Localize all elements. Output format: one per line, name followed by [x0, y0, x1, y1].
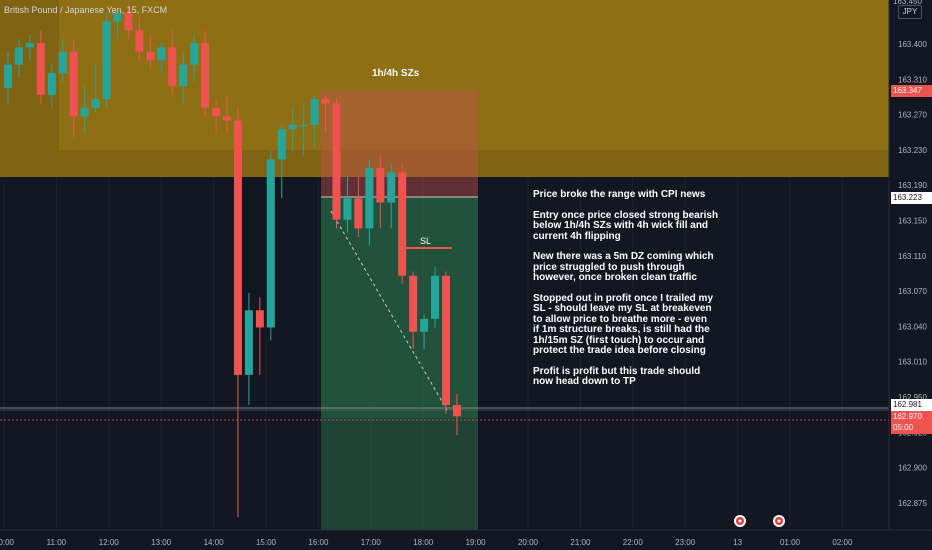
candle-body — [69, 51, 78, 117]
candle-body — [223, 116, 231, 121]
candle-body — [47, 73, 56, 95]
time-tick-label: 13 — [733, 538, 742, 547]
price-label-low-mark: 162.981 — [891, 399, 932, 411]
event-marker-icon[interactable] — [773, 515, 785, 527]
candle-body — [201, 43, 210, 108]
price-tick-label: 163.010 — [898, 358, 927, 367]
time-tick-label: 15:00 — [256, 538, 277, 547]
candle-body — [387, 172, 396, 203]
candle-body — [36, 43, 45, 95]
candle-body — [376, 168, 385, 203]
candle-body — [91, 99, 100, 108]
candle-body — [266, 159, 275, 328]
candle-body — [409, 275, 418, 332]
candle-body — [135, 30, 144, 52]
symbol-title[interactable]: British Pound / Japanese Yen, 15, FXCM — [4, 5, 168, 15]
candle-body — [255, 310, 264, 328]
time-tick-label: 10:00 — [0, 538, 15, 547]
candle-body — [442, 275, 450, 406]
price-tick-label: 163.110 — [898, 252, 927, 261]
event-marker-icon[interactable] — [734, 515, 746, 527]
candle-body — [14, 47, 23, 65]
candle-body — [288, 124, 297, 130]
candle-body — [310, 99, 319, 125]
time-tick-label: 16:00 — [308, 538, 329, 547]
candle-body — [332, 103, 341, 220]
price-axis-ticks: 163.400 163.310 163.270 163.230 163.190 163.1… — [898, 40, 927, 543]
price-label-zone-top: 163.347 — [891, 85, 932, 97]
candles-group — [4, 4, 461, 518]
note-paragraph: New there was a 5m DZ coming which price… — [533, 251, 714, 284]
currency-badge[interactable]: JPY — [898, 5, 922, 19]
sl-label: SL — [420, 236, 432, 246]
candle-body — [354, 198, 363, 229]
trade-notes: Price broke the range with CPI news Entr… — [533, 189, 733, 398]
time-tick-label: 12:00 — [99, 538, 120, 547]
candle-body — [321, 99, 330, 104]
candle-body — [398, 172, 407, 276]
candle-body — [244, 310, 253, 375]
price-tick-label: 163.310 — [898, 75, 927, 84]
time-tick-label: 23:00 — [675, 538, 696, 547]
candle-body — [146, 51, 155, 61]
note-paragraph: Price broke the range with CPI news — [533, 189, 706, 200]
candle-body — [179, 64, 188, 87]
candle-body — [420, 318, 429, 332]
price-label-countdown: 05:00 — [891, 422, 932, 434]
price-tick-label: 162.875 — [898, 499, 927, 508]
candle-body — [168, 47, 177, 87]
price-label-entry: 163.223 — [891, 192, 932, 204]
zone-label: 1h/4h SZs — [372, 68, 420, 79]
time-tick-label: 17:00 — [361, 538, 382, 547]
time-tick-label: 13:00 — [151, 538, 172, 547]
candle-body — [431, 275, 440, 319]
candle-body — [343, 198, 352, 220]
time-tick-label: 22:00 — [623, 538, 644, 547]
price-tick-label: 163.070 — [898, 287, 927, 296]
candle-body — [212, 107, 221, 117]
price-label-top: 163.450 — [893, 0, 922, 6]
time-tick-label: 21:00 — [570, 538, 591, 547]
time-tick-label: 11:00 — [47, 538, 67, 547]
price-label-last: 162.970 — [891, 411, 932, 423]
note-paragraph: Entry once price closed strong bearish b… — [533, 209, 719, 242]
price-tick-label: 163.230 — [898, 146, 927, 155]
price-tick-label: 163.150 — [898, 217, 927, 226]
candle-body — [277, 129, 286, 160]
price-tick-label: 162.950 — [898, 393, 927, 402]
time-tick-label: 14:00 — [204, 538, 225, 547]
time-tick-label: 02:00 — [832, 538, 853, 547]
candle-body — [365, 168, 374, 229]
candle-body — [299, 124, 308, 126]
supply-zone-upper-band — [59, 0, 889, 150]
note-paragraph: Profit is profit but this trade should n… — [533, 365, 701, 388]
time-tick-label: 19:00 — [466, 538, 487, 547]
candle-body — [124, 12, 133, 31]
time-tick-label: 18:00 — [413, 538, 434, 547]
time-tick-label: 01:00 — [780, 538, 801, 547]
price-tick-label: 163.400 — [898, 40, 927, 49]
candle-body — [157, 47, 166, 61]
candle-body — [58, 51, 67, 74]
price-tick-label: 163.040 — [898, 322, 927, 331]
price-tick-label: 163.190 — [898, 181, 927, 190]
candle-body — [4, 64, 12, 88]
candle-body — [452, 405, 461, 417]
time-tick-label: 20:00 — [518, 538, 539, 547]
price-tick-label: 163.270 — [898, 111, 927, 120]
candle-body — [113, 12, 122, 22]
candle-body — [102, 21, 111, 100]
trade-path-line — [330, 210, 448, 411]
candle-body — [80, 107, 89, 117]
time-axis[interactable] — [0, 530, 932, 550]
note-paragraph: Stopped out in profit once I trailed my … — [533, 293, 714, 357]
candle-body — [190, 43, 199, 65]
candle-body — [25, 43, 34, 48]
time-axis-ticks: 10:00 11:00 12:00 13:00 14:00 15:00 16:00 17:00… — [0, 538, 853, 547]
price-tick-label: 162.900 — [898, 464, 927, 473]
candle-body — [233, 120, 242, 375]
